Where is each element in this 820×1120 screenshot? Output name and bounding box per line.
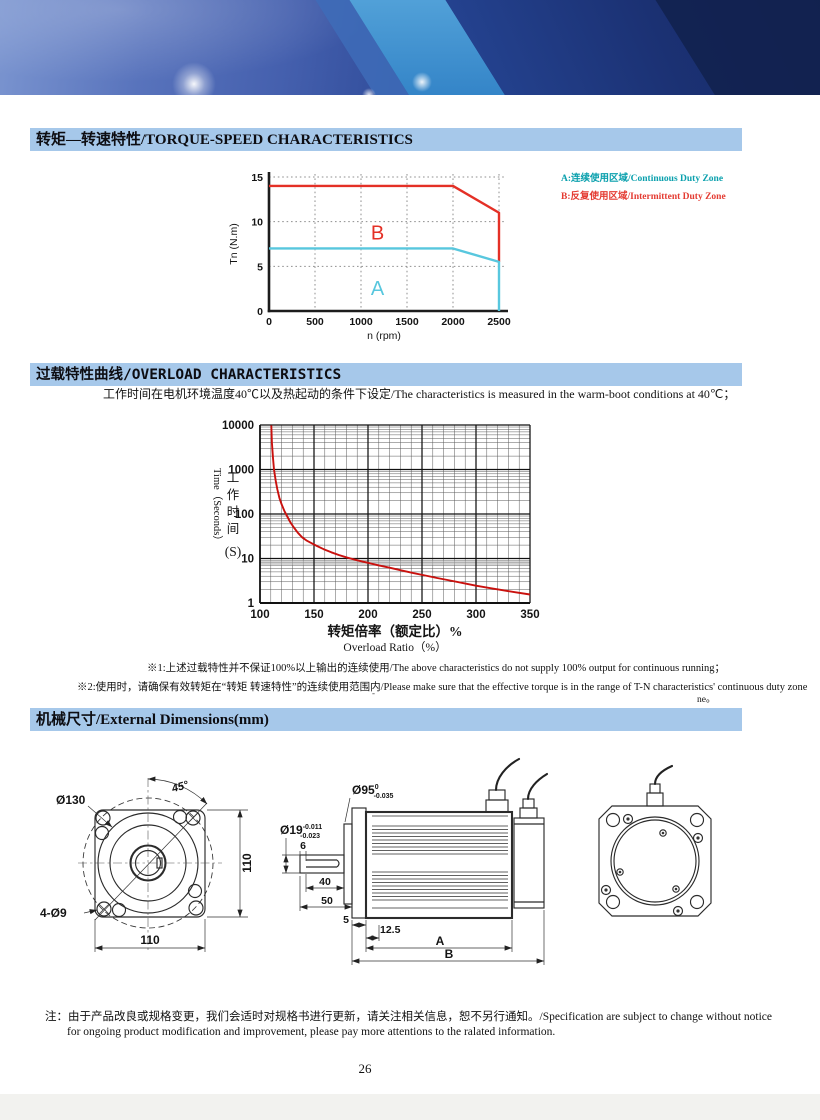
duty-zone-legend: A:连续使用区域/Continuous Duty Zone B:反复使用区域/I…: [561, 170, 726, 206]
dim-label-bolt-holes: 4-Ø9: [40, 906, 67, 920]
section-header-dimensions: 机械尺寸/External Dimensions(mm): [30, 708, 742, 731]
svg-text:A: A: [371, 278, 385, 300]
svg-text:0: 0: [266, 316, 272, 328]
svg-text:150: 150: [304, 609, 323, 621]
svg-text:100: 100: [250, 609, 269, 621]
dim-label-spigot: Ø950 -0.035: [352, 783, 394, 800]
svg-text:1000: 1000: [349, 316, 373, 328]
svg-text:间: 间: [227, 522, 240, 536]
svg-text:2000: 2000: [441, 316, 465, 328]
svg-text:200: 200: [358, 609, 377, 621]
svg-text:2500: 2500: [487, 316, 511, 328]
dim-label-flange-thickness: 5: [343, 914, 349, 926]
dim-label-offset: 12.5: [380, 924, 401, 936]
change-notice-line1: 注：由于产品改良或规格变更，我们会适时对规格书进行更新，请关注相关信息，恕不另行…: [45, 1011, 772, 1023]
dim-label-height: 110: [240, 853, 254, 873]
dimension-drawings: 45° Ø130 4-Ø9 110 110: [40, 757, 712, 965]
svg-text:350: 350: [520, 609, 539, 621]
overload-chart: 1 10 100 1000 10000 100 150 200 250 300 350 转矩倍率（额定…: [211, 420, 540, 654]
text-fragment: ne。: [697, 695, 716, 705]
legend-intermittent-zone: B:反复使用区域/Intermittent Duty Zone: [561, 192, 726, 202]
footnote-2: ※2:使用时，请确保有效转矩在“转矩 转速特性”的连续使用范围内/Please …: [77, 682, 808, 693]
svg-text:10: 10: [251, 217, 263, 229]
torque-speed-chart: B A 0 5 10 15 0 500 1000 1500 2000 2500 n (rpm) Tn (N…: [228, 172, 511, 342]
svg-text:n (rpm): n (rpm): [367, 330, 401, 342]
dim-label-body-length: A: [436, 934, 445, 948]
svg-text:Overload Ratio（%）: Overload Ratio（%）: [343, 641, 446, 654]
svg-text:时: 时: [227, 505, 240, 519]
svg-text:300: 300: [466, 609, 485, 621]
overload-condition-note: 工作时间在电机环境温度40℃以及热起动的条件下设定/The characteri…: [103, 387, 736, 401]
svg-text:转矩倍率（额定比）%: 转矩倍率（额定比）%: [328, 623, 463, 639]
side-view: Ø950 -0.035 Ø19-0.011 -0.023 6 40: [280, 757, 549, 965]
lens-flare: [362, 88, 376, 95]
section-header-torque-speed: 转矩—转速特性/TORQUE-SPEED CHARACTERISTICS: [30, 128, 742, 151]
change-notice: 注：由于产品改良或规格变更，我们会适时对规格书进行更新，请关注相关信息，恕不另行…: [45, 1010, 775, 1039]
change-notice-line2: for ongoing product modification and imp…: [67, 1025, 556, 1038]
svg-text:1000: 1000: [228, 465, 254, 477]
dim-label-key-length: 40: [319, 876, 331, 888]
lens-flare: [412, 72, 432, 92]
lens-flare: [172, 62, 216, 95]
footer-band: [0, 1094, 820, 1120]
svg-text:作: 作: [227, 488, 240, 502]
svg-text:10: 10: [241, 554, 254, 566]
dim-label-45deg: 45°: [170, 779, 191, 796]
svg-text:工: 工: [227, 471, 240, 485]
rear-screws: [600, 813, 704, 917]
svg-text:5: 5: [257, 261, 263, 273]
svg-text:Tn (N.m): Tn (N.m): [228, 223, 240, 264]
section-header-overload: 过载特性曲线/OVERLOAD CHARACTERISTICS: [30, 363, 742, 386]
svg-text:0: 0: [257, 306, 263, 318]
dim-label-key-width: 6: [300, 840, 306, 852]
legend-continuous-zone: A:连续使用区域/Continuous Duty Zone: [561, 174, 724, 184]
svg-text:15: 15: [251, 172, 263, 184]
dim-label-width: 110: [140, 933, 160, 947]
svg-text:500: 500: [306, 316, 324, 328]
dim-label-shaft-length: 50: [321, 895, 333, 907]
svg-text:(S): (S): [225, 544, 242, 559]
svg-text:250: 250: [412, 609, 431, 621]
svg-text:1500: 1500: [395, 316, 419, 328]
svg-text:1: 1: [248, 598, 255, 610]
rear-view: [598, 764, 712, 917]
dim-label-shaft: Ø19-0.011 -0.023: [280, 823, 322, 840]
front-view: 45° Ø130 4-Ø9 110 110: [40, 776, 254, 952]
svg-text:Time（Seconds）: Time（Seconds）: [211, 468, 223, 546]
top-banner: [0, 0, 820, 95]
dim-label-flange-od: Ø130: [56, 793, 86, 807]
dim-label-total-length: B: [445, 947, 454, 961]
page-number: 26: [358, 1061, 372, 1076]
svg-text:10000: 10000: [222, 420, 254, 432]
svg-text:B: B: [371, 222, 384, 244]
svg-text:100: 100: [235, 509, 254, 521]
text-fragment: -: [372, 688, 375, 698]
footnote-1: ※1:上述过载特性并不保证100%以上输出的连续使用/The above cha…: [147, 663, 726, 674]
